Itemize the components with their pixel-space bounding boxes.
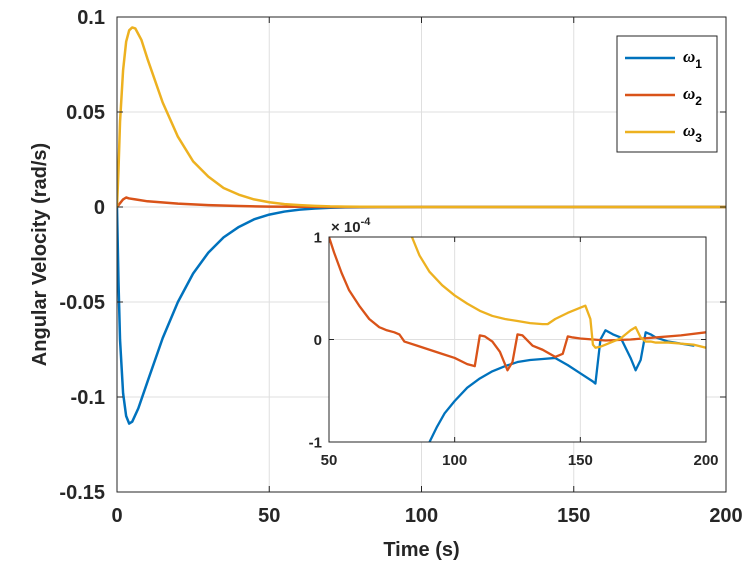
main-ticks <box>116 16 727 493</box>
y-tick-label: -0.1 <box>71 387 105 409</box>
y-tick-label: 0 <box>94 197 105 219</box>
y-tick-label: 0 <box>314 332 322 349</box>
inset-plot: 50 100 150 200 -1 0 1 × 10-4 <box>309 216 719 469</box>
inset-ticks <box>328 236 707 443</box>
y-tick-label: -0.05 <box>59 292 105 314</box>
series-line-omega-3 <box>117 26 726 209</box>
x-tick-label: 150 <box>557 505 590 527</box>
x-tick-label: 50 <box>258 505 280 527</box>
legend-label-omega-2: ω2 <box>683 84 702 108</box>
x-tick-label: 0 <box>111 505 122 527</box>
y-tick-label: -0.15 <box>59 482 105 504</box>
inset-exponent-label: × 10-4 <box>331 216 371 236</box>
y-axis-title: Angular Velocity (rad/s) <box>29 143 51 366</box>
inset-tick-labels: 50 100 150 200 -1 0 1 <box>309 229 719 469</box>
legend-label-omega-1: ω1 <box>683 47 702 71</box>
main-series-lines <box>117 26 726 425</box>
x-tick-label: 200 <box>709 505 742 527</box>
y-tick-label: 0.05 <box>66 102 105 124</box>
legend-label-omega-3: ω3 <box>683 121 702 145</box>
x-tick-label: 50 <box>321 452 338 469</box>
x-tick-label: 200 <box>693 452 718 469</box>
y-tick-label: -1 <box>309 434 322 451</box>
inset-exponent-base: × 10 <box>331 219 361 236</box>
legend-symbol: ω <box>683 84 695 103</box>
x-tick-label: 100 <box>442 452 467 469</box>
legend-symbol: ω <box>683 121 695 140</box>
series-line-omega-3 <box>410 237 706 349</box>
legend-subscript: 1 <box>695 57 702 71</box>
series-line-omega-1 <box>428 329 695 442</box>
x-tick-label: 100 <box>405 505 438 527</box>
y-tick-label: 1 <box>314 229 322 246</box>
y-tick-label: 0.1 <box>77 7 105 29</box>
x-tick-label: 150 <box>568 452 593 469</box>
legend-subscript: 3 <box>695 131 702 145</box>
series-line-omega-2 <box>329 237 706 372</box>
legend-subscript: 2 <box>695 94 702 108</box>
legend-symbol: ω <box>683 47 695 66</box>
inset-series-lines <box>329 237 706 442</box>
x-axis-title: Time (s) <box>383 539 459 561</box>
inset-exponent-power: -4 <box>361 216 372 228</box>
series-line-omega-2 <box>117 196 726 209</box>
